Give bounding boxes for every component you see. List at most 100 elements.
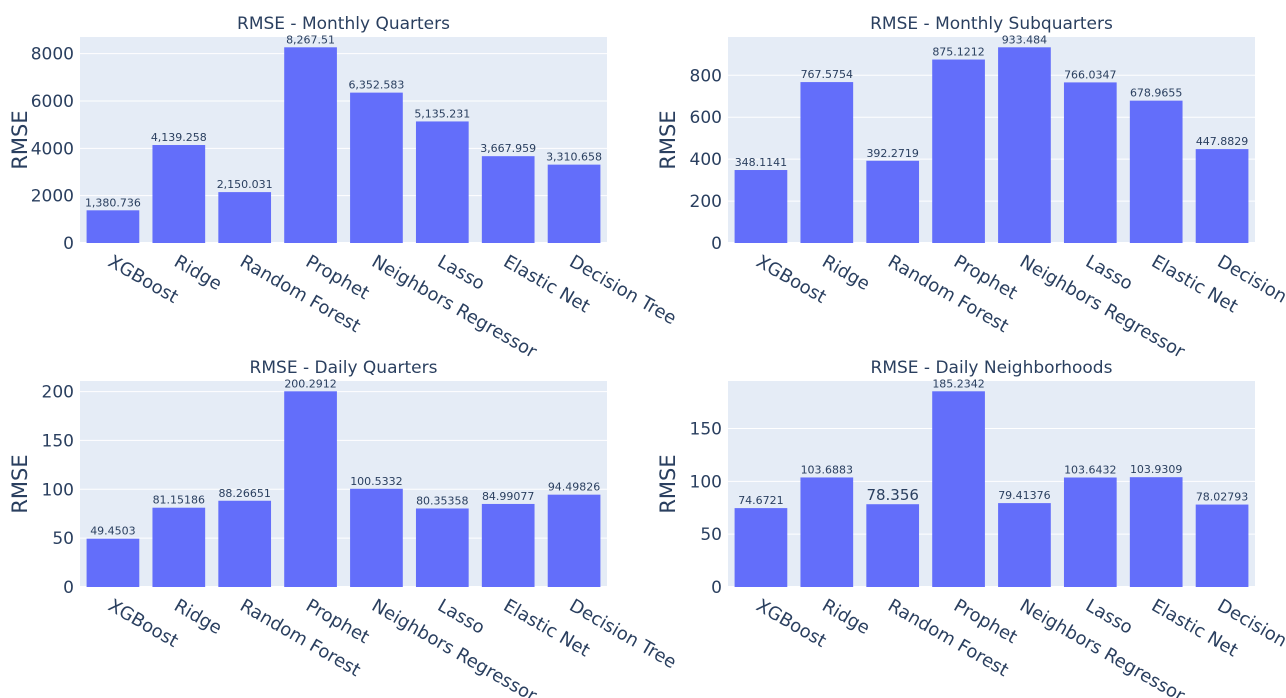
bar-elastic-net — [1129, 100, 1183, 243]
data-label: 78.02793 — [1196, 491, 1249, 504]
data-label: 8,267.51 — [286, 33, 335, 46]
subplot-1: 0 2000 4000 6000 8000 RMSE RMSE - Monthly Quar… — [8, 14, 680, 363]
bar-neighbors-regressor — [998, 503, 1051, 587]
y-axis-label: RMSE — [8, 110, 32, 169]
bar-decision-tree — [547, 494, 601, 587]
data-label: 84.99077 — [482, 490, 535, 503]
bar-random-forest — [866, 504, 920, 587]
data-label: 767.5754 — [801, 68, 854, 81]
data-label: 185.2342 — [932, 377, 985, 390]
y-tick-label: 100 — [690, 472, 722, 492]
bar-prophet — [284, 391, 337, 587]
bar-xgboost — [734, 508, 788, 587]
data-label: 5,135.231 — [414, 107, 470, 120]
data-label: 78.356 — [866, 486, 919, 504]
x-tick-label: XGBoost — [104, 251, 181, 308]
data-label: 348.1141 — [735, 156, 788, 169]
y-tick-label: 4000 — [31, 139, 74, 159]
y-tick-label: 50 — [52, 529, 74, 549]
bar-lasso — [415, 508, 469, 587]
data-label: 875.1212 — [932, 46, 985, 59]
data-label: 200.2912 — [284, 377, 337, 390]
y-tick-label: 2000 — [31, 187, 74, 207]
y-tick-label: 600 — [690, 108, 722, 128]
y-tick-label: 6000 — [31, 92, 74, 112]
x-tick-label: Decision Tree — [566, 251, 680, 329]
data-label: 3,667.959 — [480, 142, 536, 155]
x-tick-label: Random Forest — [884, 595, 1012, 681]
bar-lasso — [1063, 477, 1117, 587]
x-tick-label: Random Forest — [884, 251, 1012, 337]
bar-neighbors-regressor — [350, 92, 403, 243]
data-label: 49.4503 — [90, 525, 136, 538]
x-tick-label: Decision Tree — [566, 595, 680, 673]
data-label: 103.6432 — [1064, 463, 1117, 476]
bar-ridge — [800, 82, 854, 243]
subplot-title: RMSE - Monthly Quarters — [237, 14, 450, 34]
y-tick-label: 200 — [42, 383, 74, 403]
y-tick-label: 8000 — [31, 45, 74, 65]
data-label: 2,150.031 — [217, 178, 273, 191]
bar-ridge — [152, 507, 206, 587]
data-label: 766.0347 — [1064, 68, 1117, 81]
data-label: 74.6721 — [738, 494, 784, 507]
data-label: 88.26651 — [218, 487, 271, 500]
bar-random-forest — [866, 160, 920, 243]
bar-lasso — [415, 121, 469, 243]
data-label: 392.2719 — [866, 147, 919, 160]
bar-prophet — [932, 59, 985, 244]
data-label: 678.9655 — [1130, 87, 1183, 100]
y-tick-label: 400 — [690, 150, 722, 170]
subplot-title: RMSE - Monthly Subquarters — [870, 14, 1113, 34]
data-label: 1,380.736 — [85, 196, 141, 209]
y-tick-label: 0 — [711, 234, 722, 254]
y-tick-label: 150 — [690, 420, 722, 440]
bar-lasso — [1063, 82, 1117, 243]
subplot-title: RMSE - Daily Quarters — [250, 358, 438, 378]
y-tick-label: 200 — [690, 192, 722, 212]
y-tick-label: 50 — [700, 525, 722, 545]
x-tick-label: XGBoost — [104, 595, 181, 652]
x-tick-label: Random Forest — [236, 595, 364, 681]
data-label: 79.41376 — [998, 489, 1051, 502]
data-label: 3,310.658 — [546, 151, 602, 164]
bar-ridge — [152, 145, 206, 243]
bar-decision — [1195, 504, 1249, 587]
x-tick-label: Random Forest — [236, 251, 364, 337]
bar-xgboost — [86, 210, 140, 243]
bar-decision — [1195, 149, 1249, 243]
y-tick-label: 150 — [42, 431, 74, 451]
bar-prophet — [284, 47, 337, 243]
x-tick-label: XGBoost — [752, 251, 829, 308]
data-label: 447.8829 — [1196, 135, 1249, 148]
bar-elastic-net — [481, 156, 535, 243]
bar-prophet — [932, 391, 985, 587]
data-label: 6,352.583 — [348, 79, 404, 92]
bar-random-forest — [218, 500, 272, 587]
y-axis-label: RMSE — [656, 454, 680, 513]
x-tick-label: XGBoost — [752, 595, 829, 652]
bar-neighbors-regressor — [350, 488, 403, 587]
subplot-title: RMSE - Daily Neighborhoods — [871, 358, 1113, 378]
data-label: 81.15186 — [153, 494, 206, 507]
bar-ridge — [800, 477, 854, 587]
y-tick-label: 0 — [711, 578, 722, 598]
bar-elastic-net — [1129, 477, 1183, 587]
y-tick-label: 0 — [63, 578, 74, 598]
bar-xgboost — [734, 170, 788, 243]
y-axis-label: RMSE — [8, 454, 32, 513]
data-label: 80.35358 — [416, 494, 469, 507]
bar-neighbors-regressor — [998, 47, 1051, 244]
y-tick-label: 0 — [63, 234, 74, 254]
subplot-2: 0 200 400 600 800 RMSE RMSE - Monthly Subquart… — [656, 14, 1286, 363]
y-tick-label: 800 — [690, 66, 722, 86]
y-axis-label: RMSE — [656, 110, 680, 169]
data-label: 94.49826 — [548, 481, 601, 494]
data-label: 100.5332 — [350, 475, 403, 488]
bar-elastic-net — [481, 503, 535, 587]
subplot-3: 0 50 100 150 200 RMSE RMSE - Daily Quarters 49.… — [8, 358, 680, 698]
bar-xgboost — [86, 538, 140, 587]
bar-decision-tree — [547, 164, 601, 243]
bar-random-forest — [218, 192, 272, 243]
